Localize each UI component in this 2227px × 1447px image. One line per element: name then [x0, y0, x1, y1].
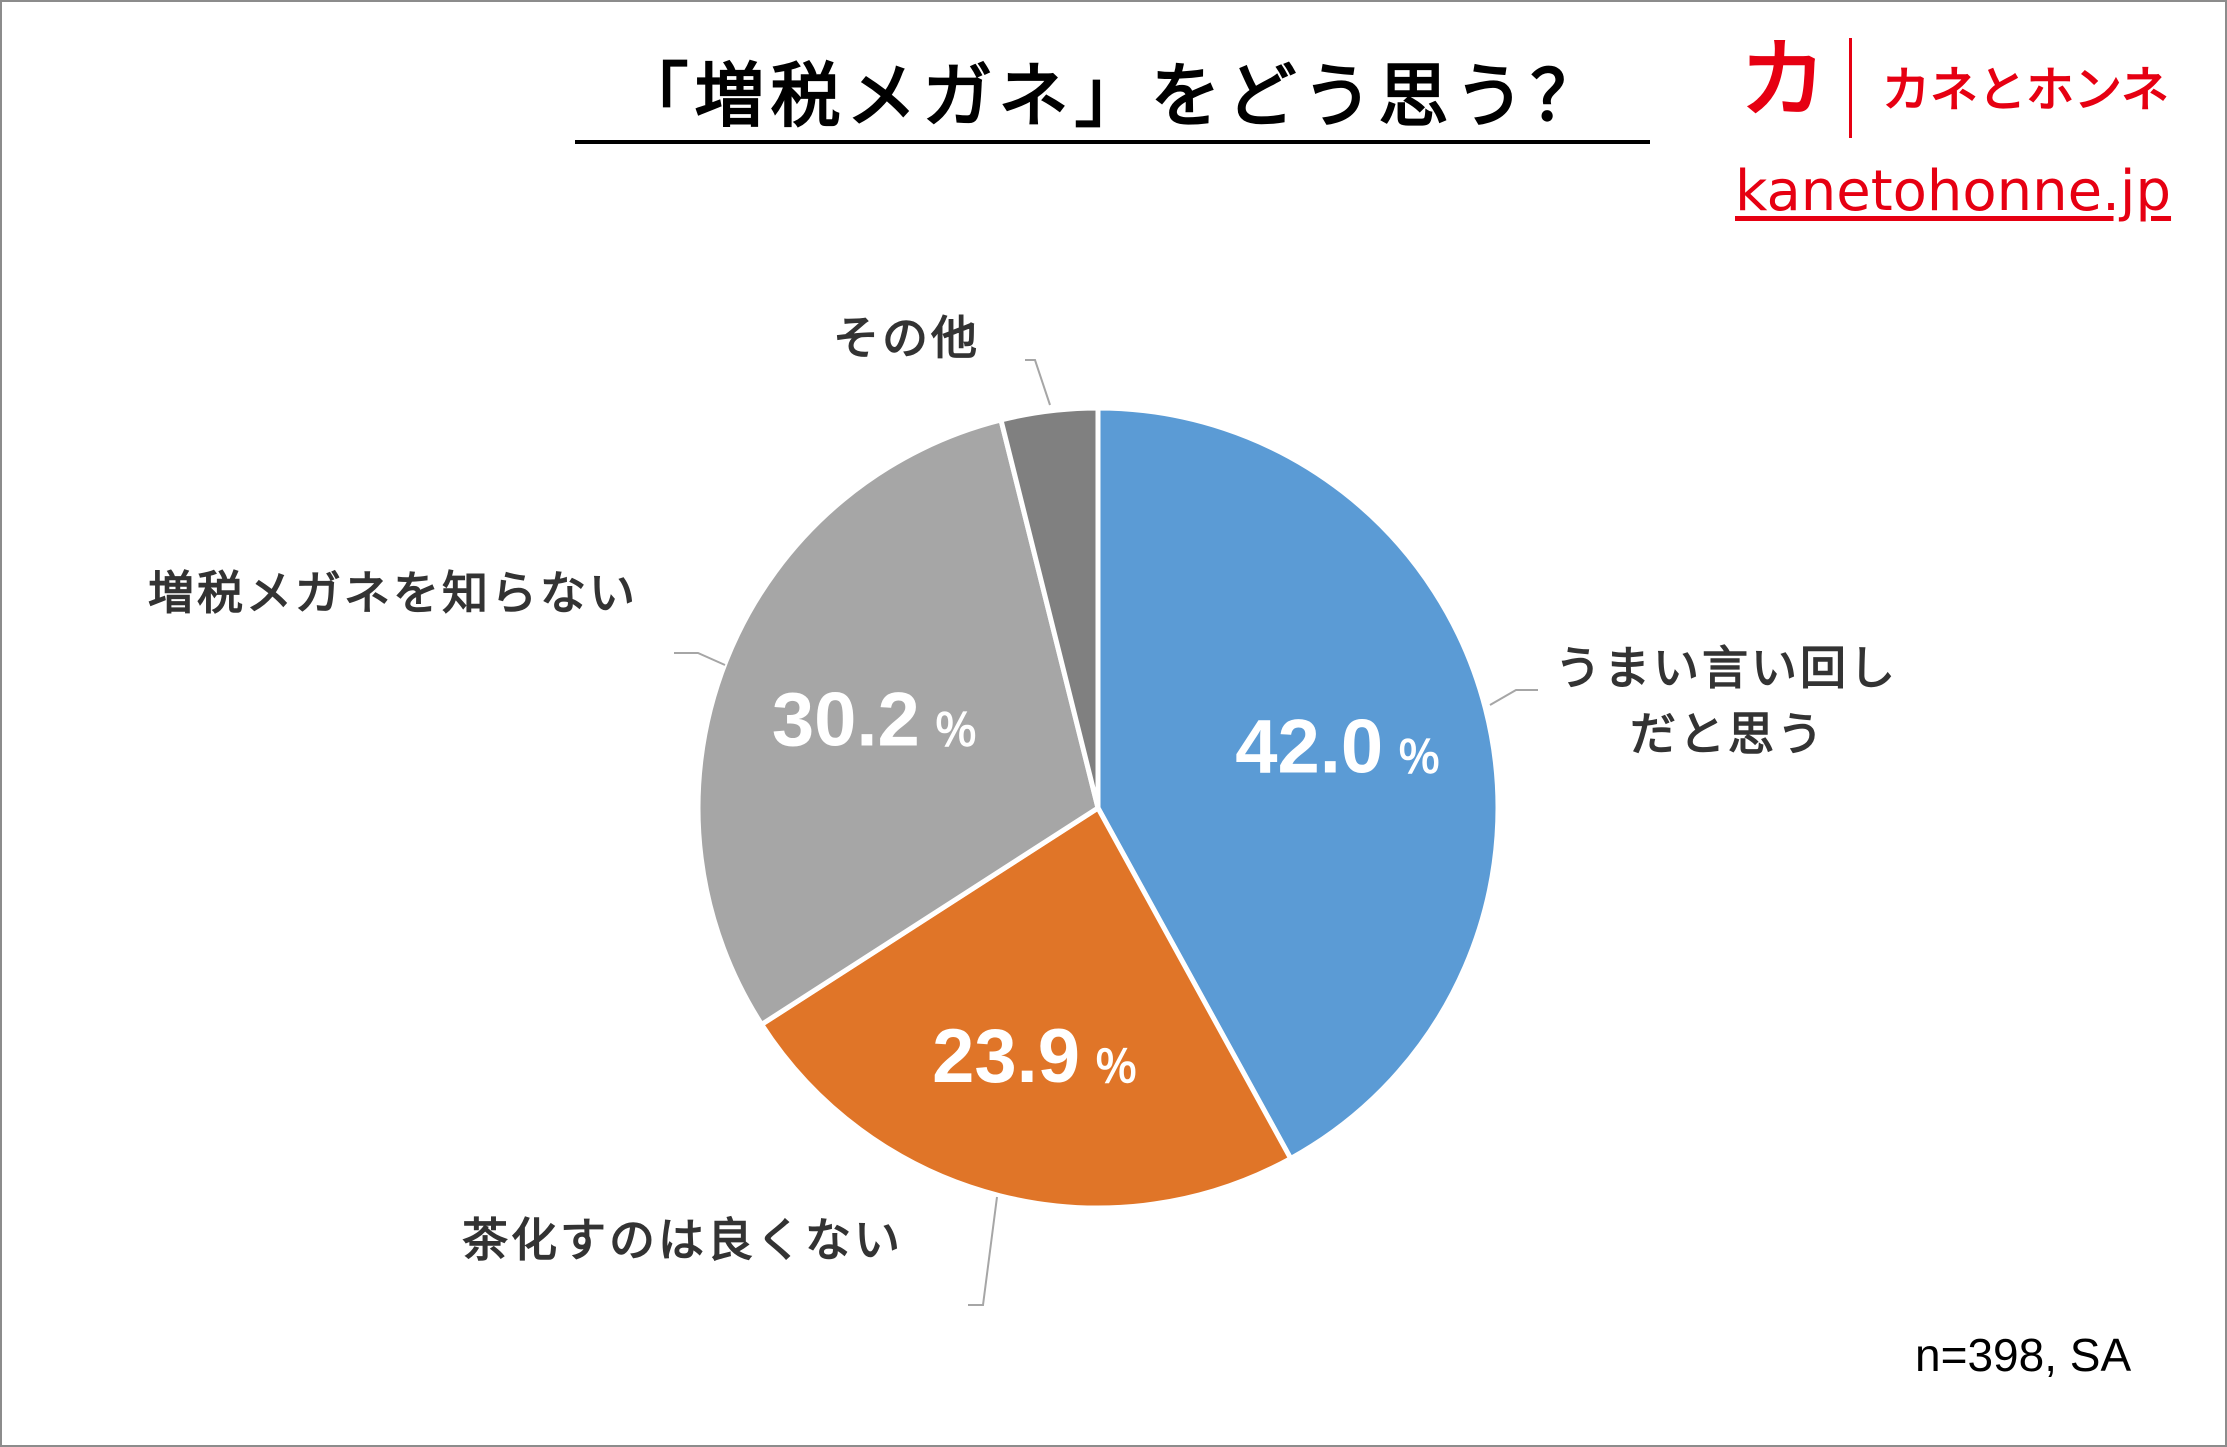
category-label-shiranai: 増税メガネを知らない: [148, 560, 638, 626]
brand-name: カネとホンネ: [1882, 62, 2170, 118]
category-label-line: 増税メガネを知らない: [148, 566, 638, 620]
pie-slice: [759, 805, 1294, 1211]
category-label-sonota: その他: [833, 305, 980, 371]
data-label: 42.0 ％: [1235, 704, 1441, 789]
category-label-umai-iimawashi: うまい言い回し だと思う: [1555, 635, 1898, 767]
pie-slice: [1095, 405, 1501, 1162]
brand-divider: [1849, 38, 1852, 138]
pie-slice: [998, 405, 1101, 811]
title-underline: [575, 140, 1650, 144]
category-label-line: その他: [833, 311, 980, 365]
category-label-line: うまい言い回し: [1555, 641, 1898, 695]
category-label-chaka-su: 茶化すのは良くない: [462, 1207, 903, 1273]
pie-slice: [695, 417, 1101, 1027]
leader-line: [674, 652, 726, 666]
sample-size-note: n=398, SA: [1915, 1329, 2132, 1381]
chart-title: 「増税メガネ」をどう思う？: [618, 55, 1607, 137]
brand-logo-icon: カ: [1740, 30, 1826, 130]
category-label-line: 茶化すのは良くない: [462, 1213, 903, 1267]
brand-url-link[interactable]: kanetohonne.jp: [1735, 159, 2172, 224]
data-label: 23.9 ％: [932, 1014, 1138, 1099]
data-label: 30.2 ％: [772, 678, 978, 763]
leader-line: [1489, 689, 1538, 706]
leader-line: [968, 1196, 998, 1306]
leader-line: [1025, 359, 1051, 406]
category-label-line: だと思う: [1630, 707, 1826, 761]
